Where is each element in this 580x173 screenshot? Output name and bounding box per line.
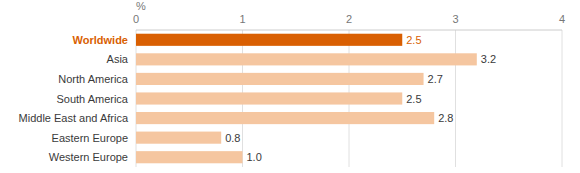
tick-label: 3: [452, 13, 458, 25]
chart: 0 1 2 3 4% Worldwide 2.5 Asia 3.2 North America 2.…: [0, 0, 580, 173]
tick-label: 0: [133, 13, 139, 25]
tick-label: 4: [559, 13, 565, 25]
category-label: Middle East and Africa: [19, 112, 129, 124]
grid-line: [562, 30, 563, 167]
bar: [136, 34, 402, 46]
data-label: 3.2: [481, 53, 496, 65]
category-label: Eastern Europe: [52, 132, 128, 144]
grid-line: [455, 30, 456, 167]
category-label: Asia: [107, 53, 129, 65]
tick-label: 1: [239, 13, 245, 25]
bar: [136, 53, 477, 65]
bar: [136, 92, 402, 104]
category-label: Worldwide: [73, 34, 128, 46]
bar: [136, 73, 424, 85]
chart-container: 0 1 2 3 4% Worldwide 2.5 Asia 3.2 North America 2.…: [0, 0, 580, 173]
bar: [136, 112, 434, 124]
data-label: 0.8: [225, 132, 240, 144]
labels: Worldwide 2.5 Asia 3.2 North America 2.7 South…: [19, 34, 497, 163]
category-label: Western Europe: [49, 151, 128, 163]
bar: [136, 151, 243, 163]
bar: [136, 132, 221, 144]
data-label: 2.5: [406, 34, 421, 46]
data-label: 2.7: [428, 73, 443, 85]
data-label: 2.5: [406, 93, 421, 105]
data-label: 2.8: [438, 112, 453, 124]
axis-line: [136, 30, 562, 31]
axis-label: %: [136, 0, 146, 12]
bars: [136, 34, 477, 164]
data-label: 1.0: [247, 151, 262, 163]
tick-label: 2: [346, 13, 352, 25]
category-label: South America: [56, 93, 128, 105]
category-label: North America: [58, 73, 129, 85]
x-axis: 0 1 2 3 4: [133, 13, 565, 30]
grid: [136, 30, 562, 167]
